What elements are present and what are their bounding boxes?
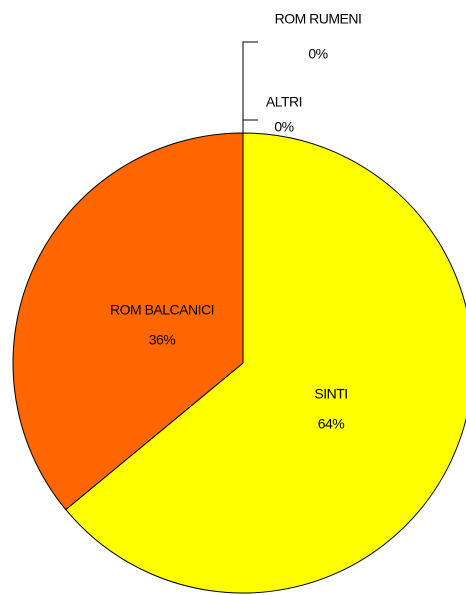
pie-slice [12, 132, 244, 511]
pie-slice [65, 132, 466, 594]
slice-label: ROM BALCANICI [110, 302, 214, 318]
slice-label: ALTRI [266, 94, 302, 110]
slice-label: ROM RUMENI [275, 11, 362, 27]
slice-value-label: 0% [308, 46, 327, 62]
leader-line [242, 41, 258, 133]
slice-value-label: 64% [318, 416, 345, 432]
leader-line [242, 119, 258, 133]
slice-value-label: 0% [274, 119, 293, 135]
slice-value-label: 36% [149, 332, 176, 348]
slice-label: SINTI [314, 386, 347, 402]
